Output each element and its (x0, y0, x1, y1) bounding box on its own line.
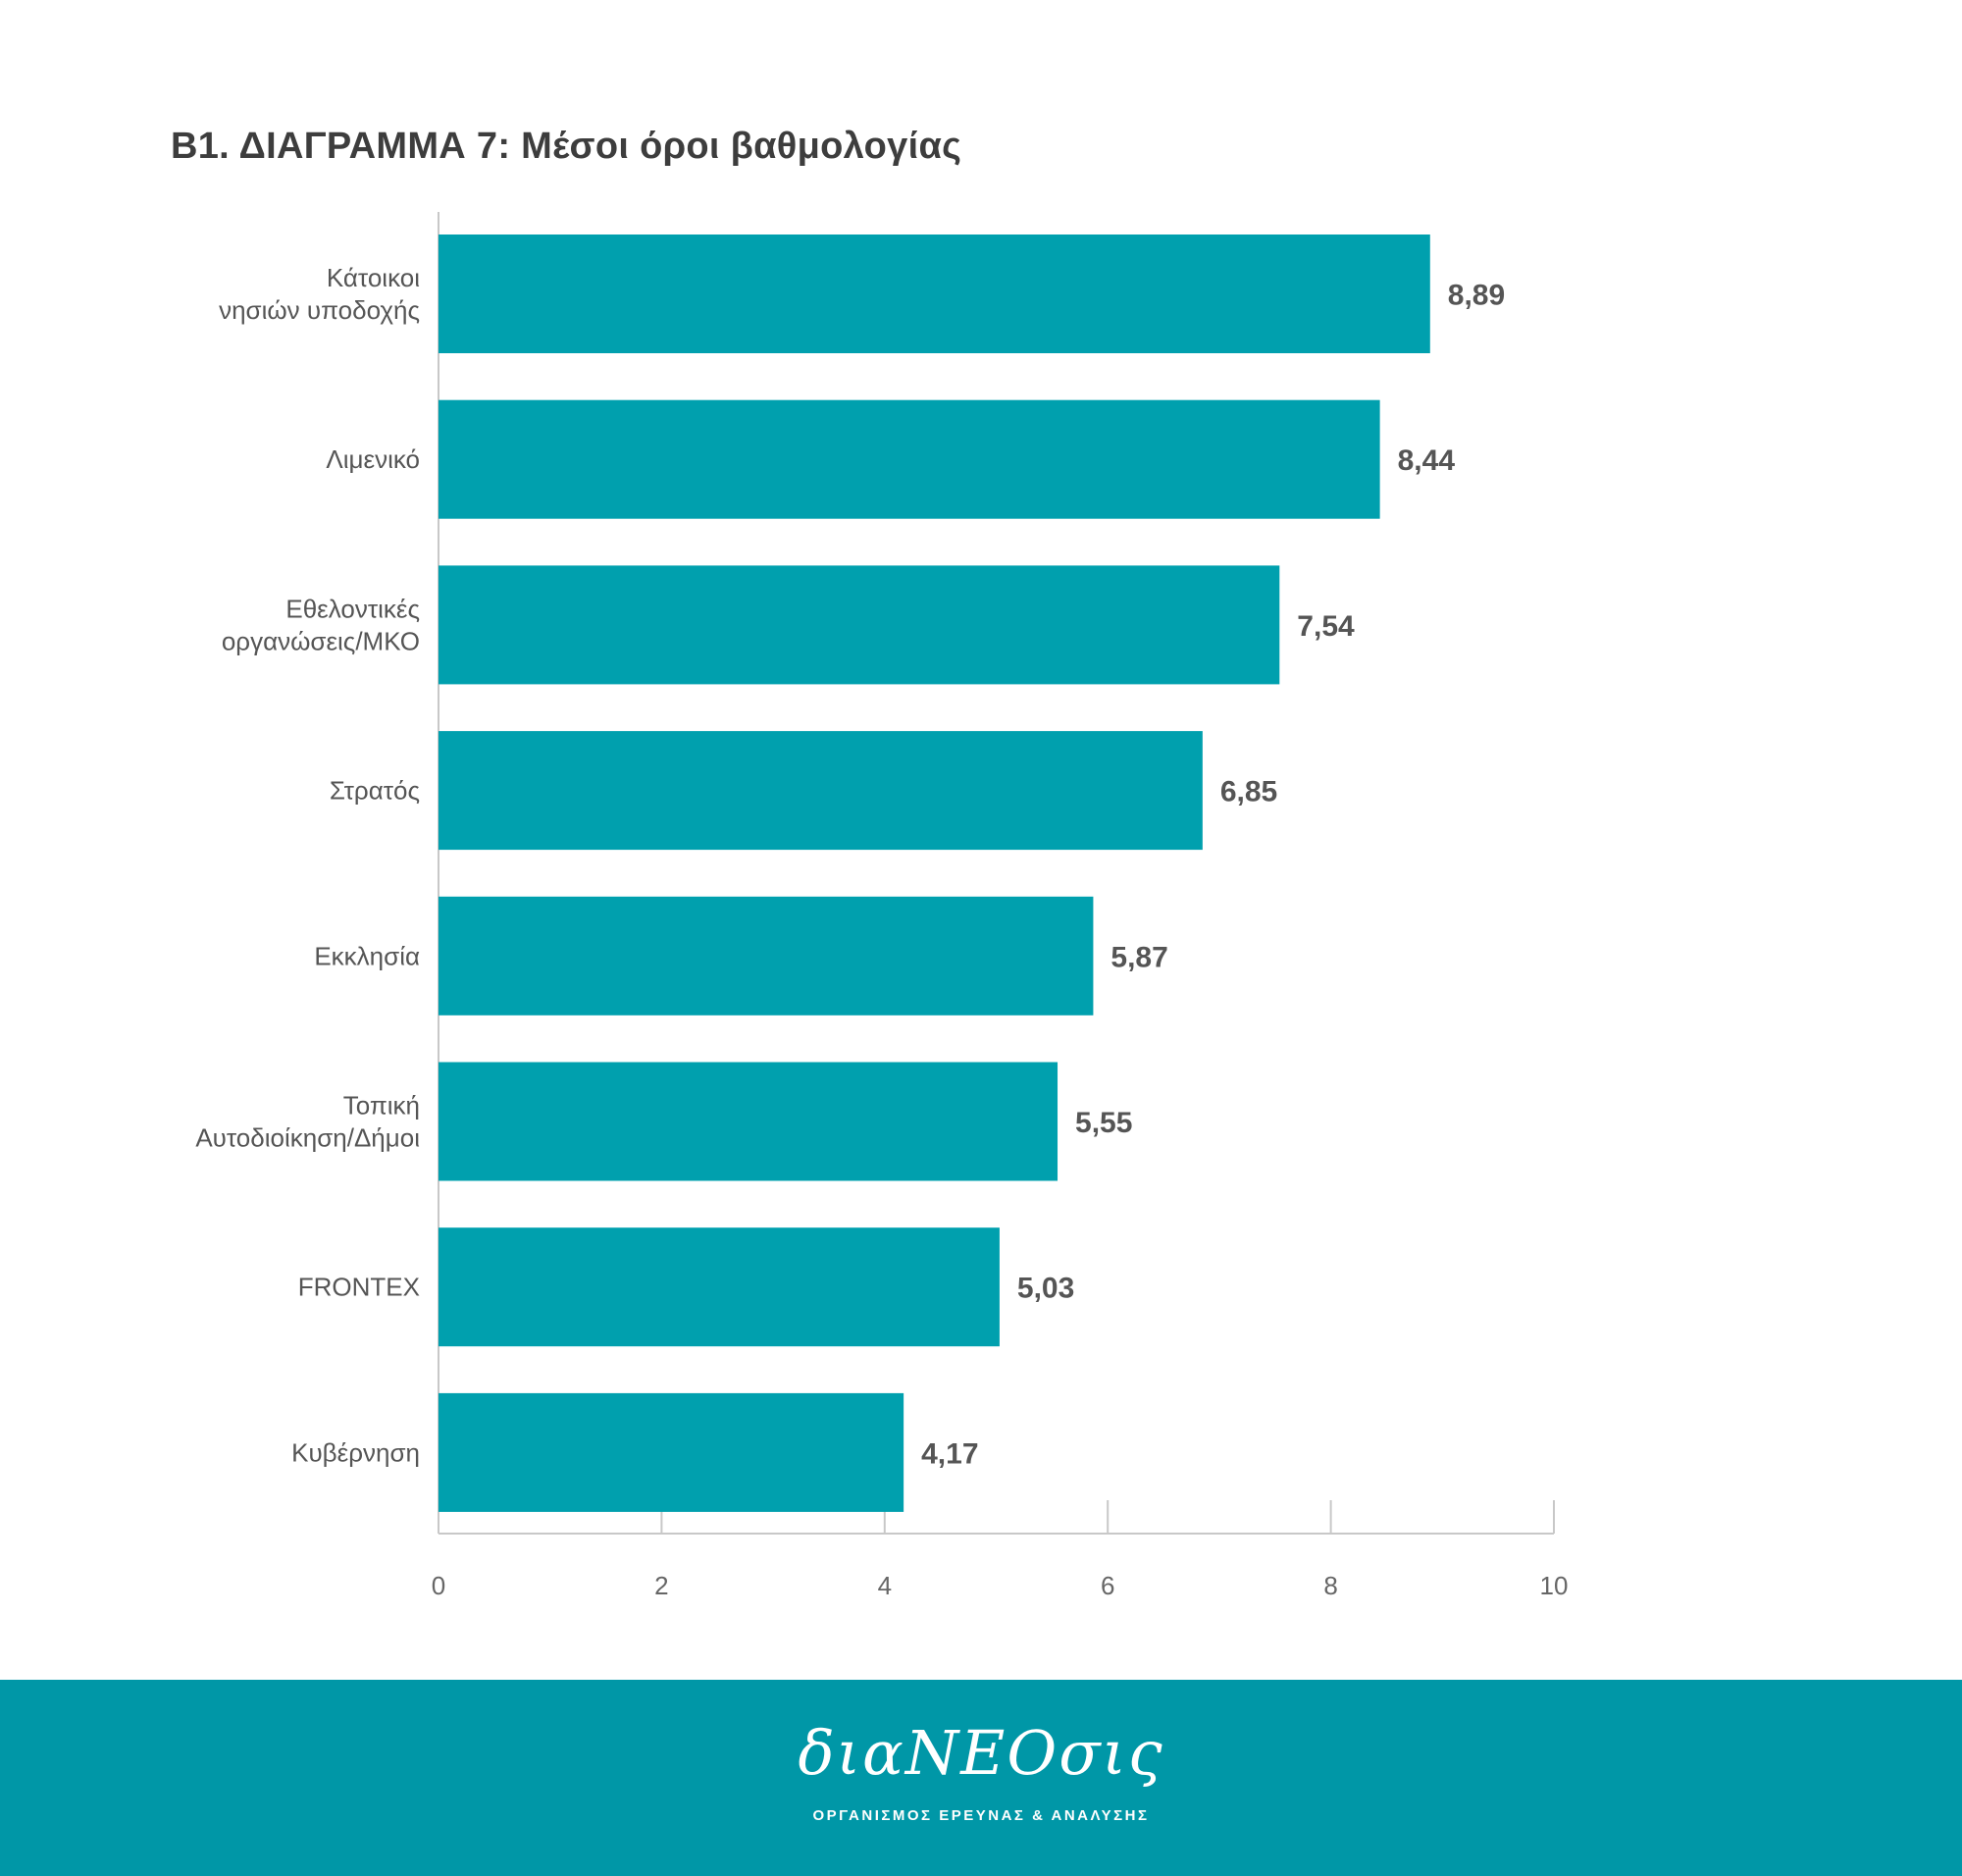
x-tick-label: 2 (654, 1571, 668, 1600)
bar (439, 1392, 904, 1512)
x-tick-label: 6 (1101, 1571, 1114, 1600)
bar (439, 234, 1430, 353)
bar (439, 896, 1094, 1016)
x-tick-label: 0 (432, 1571, 445, 1600)
bar (439, 1227, 1000, 1347)
category-label: Κυβέρνηση (291, 1437, 420, 1467)
value-label: 8,89 (1448, 280, 1505, 312)
value-label: 6,85 (1220, 776, 1277, 808)
page-title: Β1. ΔΙΑΓΡΑΜΜΑ 7: Μέσοι όροι βαθμολογίας (171, 126, 962, 167)
category-label: Εκκλησία (314, 941, 420, 970)
x-tick-label: 8 (1323, 1571, 1337, 1600)
bar-chart: 0 2 4 6 8 10 8,89 Κάτοικοι νησιών υποδοχής 8,44 Λι… (195, 212, 1569, 1600)
value-label: 5,87 (1110, 941, 1167, 973)
bar (439, 731, 1203, 851)
footer-banner: διαΝΕΟσις ΟΡΓΑΝΙΣΜΟΣ ΕΡΕΥΝΑΣ & ΑΝΑΛΥΣΗΣ (0, 1680, 1962, 1876)
x-tick-label: 4 (878, 1571, 892, 1600)
category-label: Λιμενικό (326, 444, 420, 474)
category-label: Στρατός (330, 776, 420, 806)
category-label: FRONTEX (298, 1273, 420, 1302)
category-label: Αυτοδιοίκηση/Δήμοι (195, 1123, 420, 1153)
brand-logo: διαΝΕΟσις (798, 1717, 1164, 1789)
category-label: οργανώσεις/ΜΚΟ (222, 626, 420, 655)
bar (439, 1062, 1058, 1181)
category-label: Κάτοικοι (327, 263, 420, 292)
category-label: Τοπική (343, 1091, 420, 1120)
category-label: νησιών υποδοχής (219, 295, 420, 325)
bar (439, 565, 1280, 685)
value-label: 5,55 (1075, 1107, 1132, 1139)
value-label: 8,44 (1398, 444, 1456, 477)
brand-tagline: ΟΡΓΑΝΙΣΜΟΣ ΕΡΕΥΝΑΣ & ΑΝΑΛΥΣΗΣ (812, 1807, 1150, 1824)
value-label: 7,54 (1297, 610, 1355, 643)
x-tick-label: 10 (1540, 1571, 1569, 1600)
value-label: 5,03 (1017, 1273, 1074, 1305)
category-label: Εθελοντικές (285, 594, 420, 623)
bar (439, 399, 1380, 519)
value-label: 4,17 (921, 1437, 978, 1470)
